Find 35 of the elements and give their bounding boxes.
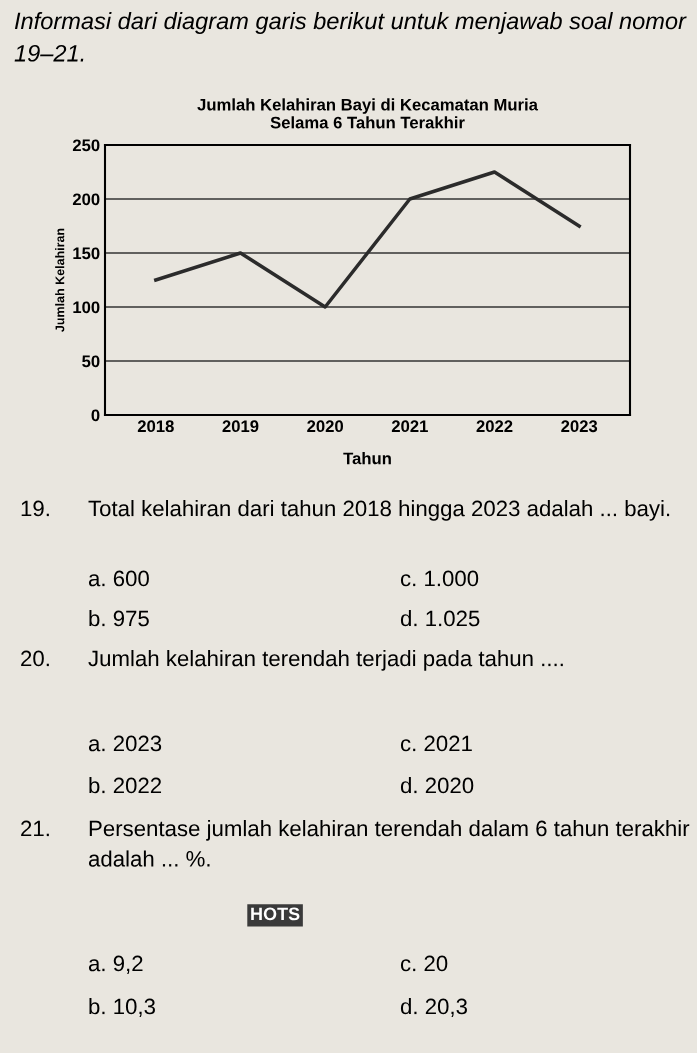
text: Jumlah kelahiran terendah terjadi pada tahun .... [88,650,563,671]
x-tick-label: 2021 [391,420,428,433]
text: d. 20,3 [400,998,467,1017]
text: c. 20 [400,955,448,972]
y-tick-label: 200 [72,193,100,206]
text: HOTS [251,907,300,921]
y-axis-title: Jumlah Kelahiran [55,228,65,332]
text: a. 2023 [88,735,162,752]
text: 21. [21,820,49,837]
x-tick-label: 2023 [561,420,598,433]
text: a. 600 [88,570,149,587]
text: c. 1.000 [400,570,479,587]
x-tick-label: 2020 [307,420,344,433]
y-tick-label: 100 [73,301,100,314]
text: Persentase jumlah kelahiran terendah dalam 6 tahun terakhir adalah ... %. [88,820,690,867]
x-tick-label: 2022 [476,420,513,433]
text: 20. [21,650,49,667]
text: b. 2022 [89,777,162,794]
text: d. 2020 [400,777,474,794]
text: a. 9,2 [88,955,143,974]
y-tick-label: 0 [91,409,100,422]
y-tick-label: 250 [72,139,100,152]
x-tick-label: 2018 [137,420,174,433]
text: c. 2021 [400,735,472,752]
chart-title: Jumlah Kelahiran Bayi di Kecamatan Muria Selama 6 Tahun Terakhir [197,98,539,129]
text: Total kelahiran dari tahun 2018 hingga 2023 adalah ... bayi. [88,500,670,521]
y-tick-label: 50 [82,355,100,368]
x-tick-label: 2019 [222,420,259,433]
text: 19. [21,500,49,517]
text: b. 10,3 [89,998,155,1017]
text: d. 1.025 [400,610,480,627]
x-axis-title: Tahun [343,452,391,465]
text: b. 975 [89,610,149,627]
text: Informasi dari diagram garis berikut untuk menjawab soal nomor 19–21. [14,12,687,62]
y-tick-label: 150 [73,247,100,260]
